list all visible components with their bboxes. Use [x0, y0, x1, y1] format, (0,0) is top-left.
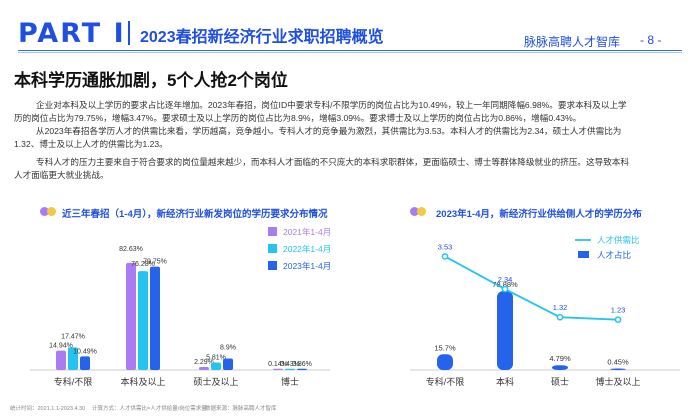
- data-label: 15.7%: [434, 343, 456, 352]
- header-rule-secondary: [18, 52, 682, 53]
- legend-swatch: [268, 244, 277, 253]
- line-label: 2.34: [498, 275, 513, 284]
- line-label: 1.32: [553, 303, 568, 312]
- line-point: [556, 313, 564, 321]
- bar: [223, 358, 233, 370]
- paragraph-line: 企业对本科及以上学历的要求占比逐年增加。2023年春招，岗位ID中要求专科/不限…: [36, 100, 627, 110]
- paragraph-line: 1.32、博士及以上人才的供需比为1.23。: [14, 139, 168, 149]
- line-label: 3.53: [438, 242, 453, 251]
- bar: [285, 368, 295, 370]
- bar: [437, 354, 453, 370]
- line-point: [501, 285, 509, 293]
- chart2-title: 2023年1-4月，新经济行业供给侧人才的学历分布: [436, 209, 642, 220]
- title-dot-icon: [410, 207, 419, 216]
- legend-label: 2022年1-4月: [283, 244, 331, 254]
- paragraph-line: 专科人才的压力主要来自于符合要求的岗位量越来越少，而本科人才面临的不只庞大的本科…: [36, 157, 629, 167]
- footer-source: 数据来源：脉脉高聘人才智库: [205, 406, 277, 412]
- title-dot-icon: [40, 207, 49, 216]
- chart-talent-supply: 专科/不限 15.7% 本科 78.88% 硕士 4.79% 博士及以上 0.45% 3.53 2…: [410, 235, 680, 387]
- legend-label: 人才占比: [597, 250, 631, 260]
- legend-label: 2021年1-4月: [283, 227, 331, 237]
- data-label: 0.86%: [292, 361, 312, 368]
- bar: [138, 271, 148, 370]
- header-divider: [128, 21, 130, 45]
- bar: [497, 291, 513, 370]
- bar: [610, 368, 626, 370]
- paragraph-line: 从2023年春招各学历人才的供需比来看，学历越高，竞争越小。专科人才的竞争最为激…: [36, 126, 622, 136]
- x-tick-label: 博士及以上: [595, 376, 640, 387]
- bar: [211, 362, 221, 370]
- chart-education-requirements: 专科/不限 14.94% 17.47% 10.49% 本科及以上 82.63% 76.28%…: [30, 227, 331, 387]
- title-dot-icon: [47, 207, 56, 216]
- x-tick-label: 博士: [281, 376, 299, 387]
- data-label: 17.47%: [61, 333, 85, 340]
- bar: [126, 262, 136, 370]
- page-header: PART Ⅰ 2023春招新经济行业求职招聘概览 脉脉高聘人才智库 - 8 -: [0, 0, 700, 58]
- header-rule: [18, 50, 682, 51]
- x-tick-label: 硕士及以上: [193, 376, 238, 387]
- x-tick-label: 硕士: [551, 376, 569, 387]
- footer-method: 计算方式：人才供需比=人才供给量/岗位需求量: [92, 406, 207, 412]
- line-label: 1.23: [611, 306, 626, 315]
- section-title: 本科学历通胀加剧，5个人抢2个岗位: [14, 71, 288, 90]
- data-label: 78.88%: [492, 280, 518, 289]
- data-label: 4.79%: [549, 354, 571, 363]
- data-label: 0.43%: [280, 361, 300, 368]
- header-title: 2023春招新经济行业求职招聘概览: [140, 29, 384, 46]
- series-line: [444, 255, 619, 321]
- x-tick-label: 本科及以上: [120, 376, 165, 387]
- data-label: 2.29%: [194, 359, 214, 366]
- data-label: 5.81%: [206, 354, 226, 361]
- chart1-title: 近三年春招（1-4月），新经济行业新发岗位的学历要求分布情况: [62, 209, 328, 220]
- footer-stat-time: 统计时间：2021.1.1-2023.4.30: [10, 406, 86, 412]
- part-label: PART Ⅰ: [18, 18, 126, 49]
- legend-label: 2023年1-4月: [283, 261, 331, 271]
- x-tick-label: 专科/不限: [54, 376, 93, 387]
- x-tick-label: 本科: [496, 376, 514, 387]
- bar: [273, 368, 283, 370]
- line-point: [441, 253, 449, 260]
- data-label: 8.9%: [220, 344, 236, 351]
- brand-name: 脉脉高聘人才智库: [524, 35, 621, 49]
- legend-swatch: [578, 251, 589, 258]
- bar: [80, 356, 90, 370]
- data-label: 0.14%: [268, 361, 288, 368]
- bar: [552, 365, 568, 370]
- page-number: - 8 -: [640, 33, 662, 47]
- data-label: 10.49%: [73, 348, 97, 355]
- legend-swatch: [268, 261, 277, 270]
- bar: [199, 367, 209, 370]
- legend-label: 人才供需比: [597, 235, 640, 245]
- data-label: 14.94%: [49, 343, 73, 350]
- legend-swatch: [268, 227, 277, 236]
- paragraph-line: 历的岗位占比为79.75%，增幅3.47%。要求硕士及以上学历的岗位占比为8.9…: [14, 113, 582, 123]
- bar: [56, 350, 66, 370]
- data-label: 0.45%: [607, 358, 629, 367]
- data-label: 76.28%: [131, 261, 155, 268]
- bar: [68, 347, 78, 370]
- bar: [150, 266, 160, 370]
- data-label: 82.63%: [119, 246, 143, 253]
- title-dot-icon: [417, 207, 426, 216]
- paragraph-line: 人才面临更大就业挑战。: [14, 170, 109, 180]
- data-label: 79.75%: [143, 259, 167, 266]
- line-point: [614, 316, 622, 324]
- x-tick-label: 专科/不限: [426, 376, 465, 387]
- bar: [297, 368, 307, 370]
